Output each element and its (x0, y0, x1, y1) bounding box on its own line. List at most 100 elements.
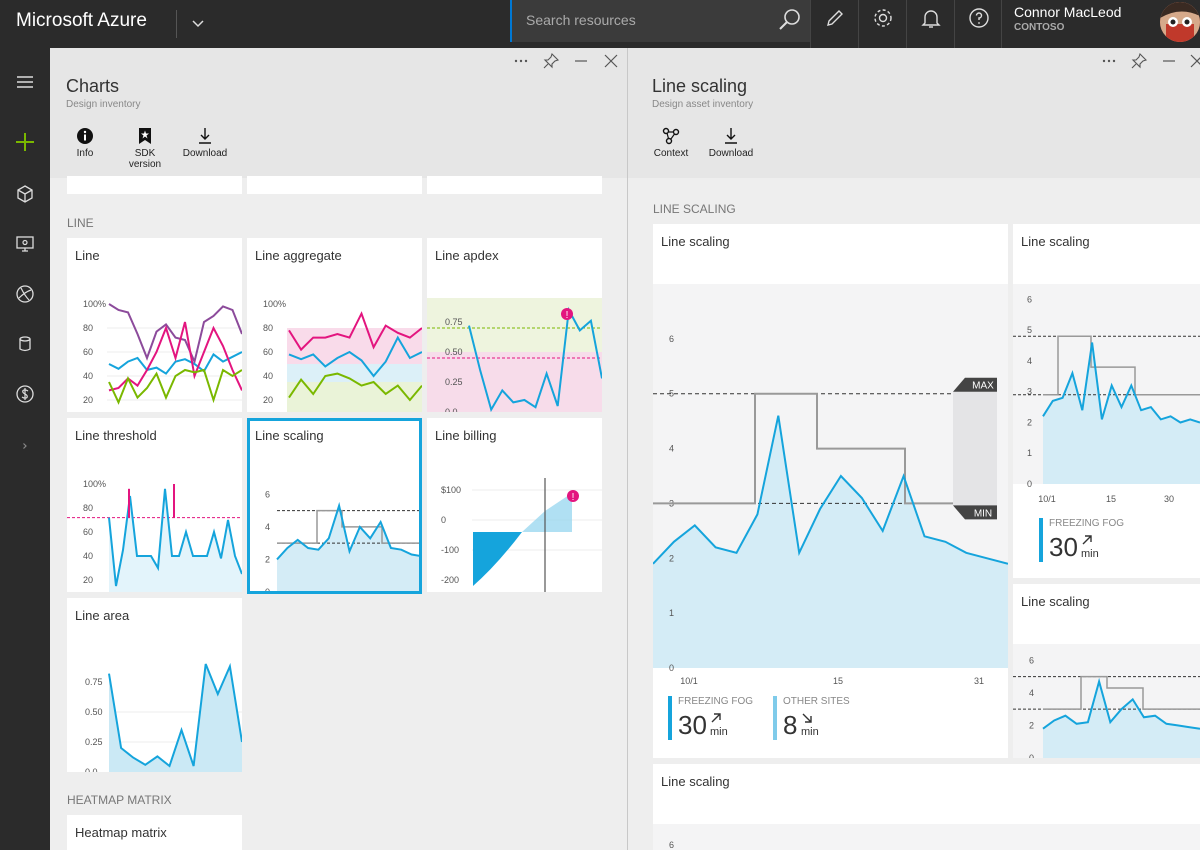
tile-partial-1[interactable] (67, 176, 242, 194)
user-name: Connor MacLeod (1014, 4, 1122, 20)
y-tick-label: 60 (263, 347, 273, 357)
search-icon[interactable] (774, 6, 804, 36)
pin-icon[interactable] (542, 52, 560, 70)
edit-button[interactable] (810, 0, 858, 48)
blade-header: Line scaling Design asset inventory Cont… (628, 48, 1200, 178)
tile-line-billing[interactable]: Line billing $100 0 -100 -200! (427, 418, 602, 592)
tile-line-scaling[interactable]: Line scaling 6 4 2 0 (247, 418, 422, 594)
y-tick-label: 0.0 (445, 407, 458, 412)
tile-line-apdex[interactable]: Line apdex 0.75 0.50 0.25 0.0! (427, 238, 602, 412)
info-command[interactable]: Info (50, 126, 125, 159)
nav-expand-button[interactable] (0, 426, 50, 466)
series-line (288, 311, 422, 352)
tile-line-threshold[interactable]: Line threshold 100% 80 60 40 20 (67, 418, 242, 592)
new-resource-button[interactable] (0, 122, 50, 162)
tile-line[interactable]: Line 100% 80 60 40 20 (67, 238, 242, 412)
series-area (109, 664, 242, 772)
nav-item-resources[interactable] (0, 174, 50, 214)
close-icon[interactable] (1188, 52, 1200, 70)
y-tick-label: 60 (83, 347, 93, 357)
series-line (653, 415, 1008, 565)
y-tick-label: 2 (1029, 720, 1034, 730)
gear-icon (874, 9, 892, 27)
line-scaling-small-chart: 6 4 2 0 (265, 489, 419, 591)
tile-heatmap-matrix[interactable]: Heatmap matrix (67, 815, 242, 850)
x-tick-label: 15 (1106, 494, 1116, 504)
tile-line-area[interactable]: Line area 0.75 0.50 0.25 0.0 (67, 598, 242, 772)
line-apdex-chart: 0.75 0.50 0.25 0.0! (427, 298, 602, 412)
minimize-icon[interactable] (1160, 52, 1178, 70)
close-icon[interactable] (602, 52, 620, 70)
tile-line-scaling-right-2[interactable]: Line scaling 6 4 2 0 (1013, 584, 1200, 758)
brand-title[interactable]: Microsoft Azure (16, 10, 147, 31)
y-tick-label: 20 (83, 575, 93, 585)
y-tick-label: 20 (263, 395, 273, 405)
minimize-icon[interactable] (572, 52, 590, 70)
blade-subtitle: Design asset inventory (652, 99, 754, 110)
alert-icon-glyph: ! (566, 310, 569, 321)
nav-item-billing[interactable] (0, 374, 50, 414)
y-tick-label: 40 (83, 551, 93, 561)
y-tick-label: 2 (669, 553, 674, 563)
stat-color-bar (668, 696, 672, 740)
plus-icon (16, 133, 34, 151)
more-icon[interactable] (1100, 52, 1118, 70)
tile-line-apdex-title: Line apdex (435, 248, 499, 263)
settings-button[interactable] (858, 0, 906, 48)
nav-item-web-apps[interactable] (0, 274, 50, 314)
y-tick-label: 80 (83, 323, 93, 333)
tile-line-scaling-large[interactable]: Line scaling 6 5 4 3 2 1 0 MAX MIN 10/1 15 31 FREEZ… (653, 224, 1008, 758)
tile-line-scaling-wide-title: Line scaling (661, 774, 730, 789)
database-icon (19, 336, 31, 352)
arrow-up-right-icon (1082, 535, 1092, 545)
download-command[interactable]: Download (165, 126, 245, 159)
tile-partial-3[interactable] (427, 176, 602, 194)
download-command[interactable]: Download (691, 126, 771, 159)
nav-item-virtual-machines[interactable] (0, 224, 50, 264)
blade-header: Charts Design inventory Info SDK version… (50, 48, 627, 178)
user-menu[interactable]: Connor MacLeod CONTOSO (1001, 0, 1200, 48)
series-area (653, 415, 1008, 668)
section-line-title: LINE (67, 216, 94, 230)
y-tick-label: 80 (263, 323, 273, 333)
y-tick-label: 4 (1029, 688, 1034, 698)
hamburger-menu-button[interactable] (0, 62, 50, 102)
chevron-down-icon[interactable] (188, 13, 208, 33)
series-line (468, 306, 602, 412)
help-icon (969, 8, 989, 28)
tile-line-scaling-wide[interactable]: Line scaling 6 (653, 764, 1200, 850)
max-flag (953, 377, 997, 392)
alert-icon (567, 490, 579, 502)
notifications-button[interactable] (906, 0, 954, 48)
search-box[interactable] (510, 0, 810, 42)
monitor-icon (16, 236, 34, 252)
stat-value: 30 (678, 710, 707, 740)
more-icon[interactable] (512, 52, 530, 70)
sdk-version-command[interactable]: SDK version (105, 126, 185, 170)
avatar[interactable] (1160, 2, 1200, 42)
tile-line-aggregate[interactable]: Line aggregate 100% 80 60 40 20 (247, 238, 422, 412)
section-heatmap-title: HEATMAP MATRIX (67, 793, 172, 807)
y-tick-label: 2 (265, 554, 270, 564)
line-chart: 100% 80 60 40 20 (67, 298, 242, 412)
series-line (108, 368, 242, 405)
line-scaling-right-2-chart: 6 4 2 0 (1013, 644, 1200, 758)
y-tick-label: 0.25 (85, 737, 103, 747)
series-area (109, 488, 242, 592)
arrow-up-right-icon (711, 713, 721, 723)
context-icon (662, 127, 680, 145)
help-button[interactable] (954, 0, 1002, 48)
search-input[interactable] (526, 10, 766, 30)
context-command[interactable]: Context (631, 126, 711, 159)
tile-line-title: Line (75, 248, 100, 263)
bell-icon (921, 10, 941, 28)
y-tick-label: 1 (1027, 448, 1032, 458)
pin-icon[interactable] (1130, 52, 1148, 70)
y-tick-label: 100% (263, 299, 286, 309)
nav-item-sql-databases[interactable] (0, 324, 50, 364)
stat-unit: min (801, 726, 819, 738)
series-line (108, 351, 242, 375)
tile-line-scaling-right-1[interactable]: Line scaling 6 5 4 3 2 1 0 10/1 15 30 FREEZING FO… (1013, 224, 1200, 578)
y-tick-label: 0 (1029, 753, 1034, 758)
tile-partial-2[interactable] (247, 176, 422, 194)
